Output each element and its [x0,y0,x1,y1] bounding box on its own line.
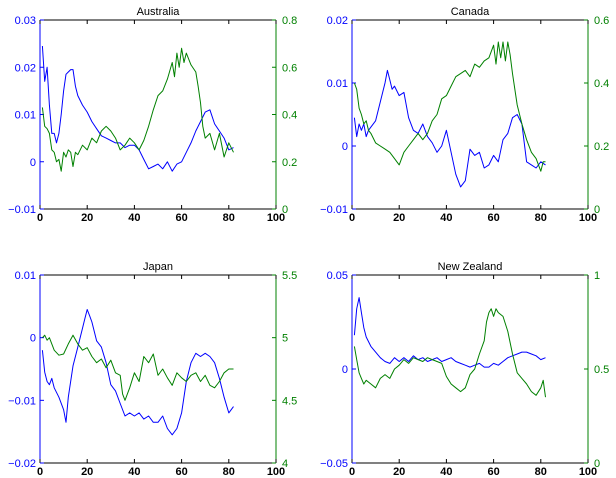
series-line-left [353,297,546,368]
series-line-right [353,41,546,172]
x-tick-label: 60 [487,212,499,224]
left-y-tick-label: 0.01 [15,110,36,122]
right-y-tick-label: 0.6 [282,62,297,74]
left-y-tick-label: 0.05 [327,270,348,282]
x-tick-label: 20 [81,212,93,224]
right-y-tick-label: 0.8 [282,15,297,27]
x-tick-label: 20 [393,466,405,478]
right-y-tick-label: 0.2 [594,141,609,153]
chart-title: Japan [143,261,173,273]
x-tick-label: 0 [37,212,43,224]
right-y-tick-label: 0.5 [594,364,609,376]
x-tick-label: 80 [223,466,235,478]
chart-title: Australia [137,6,181,18]
left-y-tick-label: 0.02 [327,15,348,27]
x-tick-label: 20 [393,212,405,224]
right-y-tick-label: 0.2 [282,157,297,169]
series-line-right [353,308,546,398]
x-tick-label: 40 [128,466,140,478]
left-y-tick-label: 0 [30,333,36,345]
x-tick-label: 80 [535,212,547,224]
x-tick-label: 0 [349,212,355,224]
right-y-tick-label: 0 [282,204,288,216]
x-tick-label: 80 [535,466,547,478]
left-y-tick-label: 0 [342,141,348,153]
left-y-tick-label: 0.01 [15,270,36,282]
x-tick-label: 100 [579,466,597,478]
x-tick-label: 0 [37,466,43,478]
series-line-left [41,45,234,172]
right-y-tick-label: 5.5 [282,270,297,282]
right-y-tick-label: 5 [282,333,288,345]
left-y-tick-label: 0 [342,364,348,376]
right-y-tick-label: 0.6 [594,15,609,27]
left-y-tick-label: −0.02 [8,458,36,470]
x-tick-label: 20 [81,466,93,478]
x-tick-label: 80 [223,212,235,224]
series-line-left [353,69,546,188]
chart-title: New Zealand [438,261,503,273]
x-tick-label: 40 [128,212,140,224]
series-line-left [41,309,234,436]
left-y-tick-label: −0.01 [8,204,36,216]
right-y-tick-label: 0 [594,458,600,470]
left-y-tick-label: 0.03 [15,15,36,27]
left-y-tick-label: −0.05 [320,458,348,470]
right-y-tick-label: 4 [282,458,288,470]
series-line-right [42,334,234,401]
right-y-tick-label: 1 [594,270,600,282]
series-line-right [41,47,234,172]
right-y-tick-label: 0 [594,204,600,216]
x-tick-label: 40 [440,212,452,224]
x-tick-label: 40 [440,466,452,478]
right-y-tick-label: 0.4 [594,78,609,90]
left-y-tick-label: 0.01 [327,78,348,90]
x-tick-label: 100 [579,212,597,224]
x-tick-label: 60 [175,466,187,478]
x-tick-label: 0 [349,466,355,478]
left-y-tick-label: 0 [30,157,36,169]
x-tick-label: 60 [175,212,187,224]
right-y-tick-label: 0.4 [282,110,297,122]
x-tick-label: 100 [267,212,285,224]
x-tick-label: 100 [267,466,285,478]
left-y-tick-label: 0.02 [15,62,36,74]
right-y-tick-label: 4.5 [282,395,297,407]
left-y-tick-label: −0.01 [320,204,348,216]
chart-title: Canada [451,6,490,18]
x-tick-label: 60 [487,466,499,478]
chart-panel-3: Japan 0 20 40 60 80 100 −0.02 −0.01 0 0.01 4 4.5 5 5.5 [8,261,297,478]
left-y-tick-label: −0.01 [8,395,36,407]
